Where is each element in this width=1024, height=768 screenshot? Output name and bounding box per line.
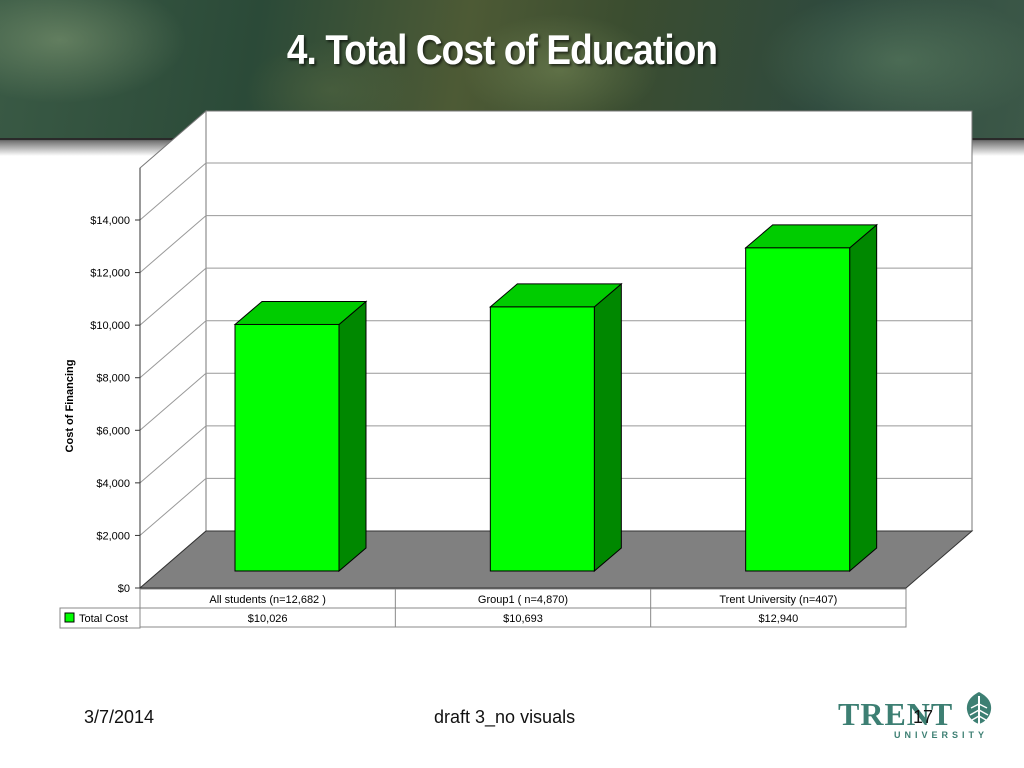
- tree-icon: [966, 692, 992, 730]
- data-label: $12,940: [758, 613, 798, 625]
- logo-subtext: UNIVERSITY: [894, 730, 989, 740]
- data-label: $10,693: [503, 613, 543, 625]
- gridline: [139, 477, 972, 536]
- y-axis-label: Cost of Financing: [64, 360, 76, 453]
- y-tick-label: $2,000: [96, 530, 130, 542]
- bar-side: [849, 223, 878, 573]
- x-category-label: Trent University (n=407): [719, 594, 837, 606]
- bar: [745, 247, 851, 572]
- legend-swatch: [64, 612, 75, 623]
- trent-university-logo: TRENT UNIVERSITY: [836, 690, 1004, 746]
- bar-side: [338, 300, 367, 573]
- y-tick-label: $4,000: [96, 478, 130, 490]
- gridline: [139, 425, 972, 484]
- gridline: [139, 162, 972, 221]
- slide-title: 4. Total Cost of Education: [286, 26, 718, 73]
- y-tick-label: $0: [118, 583, 130, 595]
- legend-cell: [59, 607, 141, 629]
- y-tick-label: $14,000: [90, 215, 130, 227]
- gridline: [139, 320, 972, 379]
- y-tick-label: $6,000: [96, 425, 130, 437]
- x-category-label: All students (n=12,682 ): [209, 594, 326, 606]
- gridline: [139, 267, 972, 326]
- legend-label: Total Cost: [79, 613, 128, 625]
- page-number: 17: [913, 707, 934, 727]
- y-tick-label: $12,000: [90, 268, 130, 280]
- bar: [234, 323, 340, 572]
- y-tick-label: $10,000: [90, 320, 130, 332]
- footer-date: 3/7/2014: [84, 707, 155, 727]
- gridline: [139, 372, 972, 431]
- logo-wordmark: TRENT: [838, 696, 954, 732]
- footer-center-text: draft 3_no visuals: [434, 707, 576, 727]
- bar-side: [593, 282, 622, 573]
- data-label: $10,026: [248, 613, 288, 625]
- bar: [489, 306, 595, 572]
- x-category-label: Group1 ( n=4,870): [478, 594, 568, 606]
- gridline: [139, 215, 972, 273]
- y-tick-label: $8,000: [96, 373, 130, 385]
